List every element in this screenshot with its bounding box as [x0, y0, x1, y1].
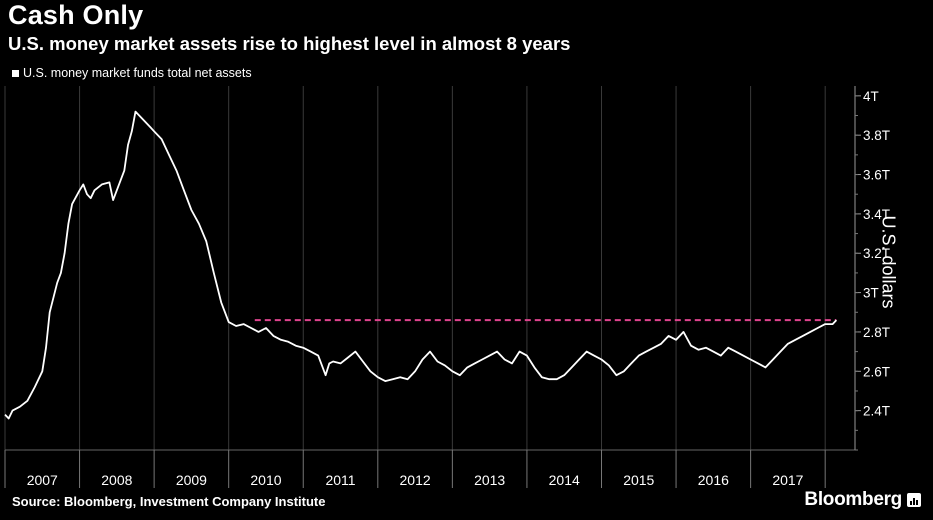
y-tick-label: 3.8T — [863, 128, 890, 143]
x-tick-label: 2010 — [250, 472, 281, 488]
x-tick-label: 2009 — [176, 472, 207, 488]
source-note: Source: Bloomberg, Investment Company In… — [12, 494, 326, 509]
legend: U.S. money market funds total net assets — [12, 66, 252, 80]
chart-subtitle: U.S. money market assets rise to highest… — [8, 33, 571, 54]
legend-swatch — [12, 69, 19, 77]
x-tick-label: 2012 — [400, 472, 431, 488]
x-tick-label: 2015 — [623, 472, 654, 488]
y-tick-label: 2.6T — [863, 364, 890, 379]
y-axis-label: U.S. dollars — [878, 215, 899, 309]
chart-title: Cash Only — [8, 0, 144, 30]
legend-label: U.S. money market funds total net assets — [23, 66, 252, 80]
y-tick-label: 2.8T — [863, 325, 890, 340]
brand-name: Bloomberg — [804, 489, 902, 510]
y-tick-label: 3.6T — [863, 168, 890, 183]
series-line — [4, 110, 838, 420]
bar-chart-icon — [907, 493, 921, 507]
y-tick-label: 3T — [863, 286, 879, 301]
x-tick-label: 2008 — [101, 472, 132, 488]
x-tick-label: 2007 — [27, 472, 58, 488]
y-tick-label: 3.4T — [863, 207, 890, 222]
x-tick-label: 2016 — [698, 472, 729, 488]
x-tick-label: 2011 — [325, 472, 355, 488]
x-tick-label: 2013 — [474, 472, 505, 488]
x-tick-label: 2014 — [549, 472, 580, 488]
y-tick-label: 4T — [863, 89, 879, 104]
bloomberg-logo: Bloomberg — [804, 489, 921, 511]
y-tick-label: 3.2T — [863, 246, 890, 261]
y-tick-label: 2.4T — [863, 404, 890, 419]
x-tick-label: 2017 — [772, 472, 803, 488]
